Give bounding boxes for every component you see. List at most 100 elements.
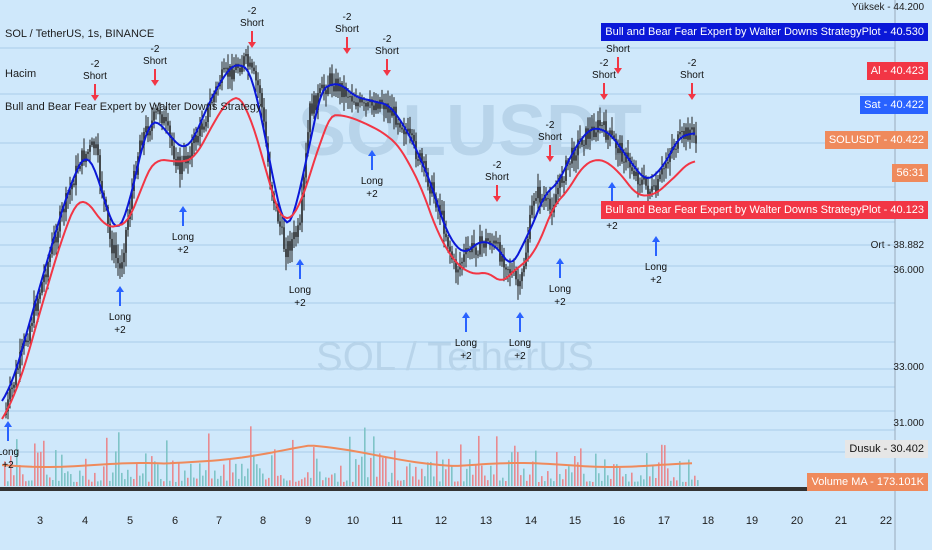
candle-body bbox=[397, 123, 399, 125]
candle-body bbox=[123, 252, 125, 263]
long-signal-qty: +2 bbox=[2, 460, 14, 471]
candle-body bbox=[179, 156, 181, 175]
candle-body bbox=[475, 247, 477, 255]
candle-body bbox=[565, 160, 567, 182]
candle-body bbox=[69, 189, 71, 195]
volume-bar bbox=[127, 469, 129, 486]
candle-body bbox=[621, 142, 623, 162]
candle-body bbox=[153, 111, 155, 121]
volume-bar bbox=[220, 475, 222, 486]
candle-body bbox=[47, 261, 49, 278]
volume-bar bbox=[556, 452, 558, 486]
long-signal-label: Long bbox=[172, 232, 194, 243]
volume-bar bbox=[265, 479, 267, 486]
candle-body bbox=[229, 66, 231, 77]
short-signal-qty: -2 bbox=[383, 34, 392, 45]
candle-body bbox=[35, 303, 37, 311]
volume-bar bbox=[310, 477, 312, 486]
candle-body bbox=[385, 103, 387, 110]
candle-body bbox=[127, 218, 129, 230]
candle-body bbox=[167, 121, 169, 126]
candle-body bbox=[445, 233, 447, 238]
volume-bar bbox=[358, 464, 360, 486]
candle-body bbox=[303, 177, 305, 198]
candle-body bbox=[381, 99, 383, 105]
candle-body bbox=[631, 167, 633, 171]
tag-volume-ma: Volume MA - 173.101K bbox=[807, 473, 928, 491]
short-signal-label: Short bbox=[606, 44, 630, 55]
volume-bar bbox=[643, 479, 645, 486]
volume-bar bbox=[28, 480, 30, 486]
candle-body bbox=[221, 69, 223, 83]
candle-body bbox=[241, 65, 243, 73]
volume-bar bbox=[178, 462, 180, 486]
candle-body bbox=[323, 84, 325, 91]
candle-body bbox=[27, 340, 29, 343]
volume-bar bbox=[109, 480, 111, 486]
volume-bar bbox=[49, 477, 51, 486]
volume-bar bbox=[625, 473, 627, 486]
candle-body bbox=[291, 239, 293, 251]
volume-bar bbox=[613, 464, 615, 486]
volume-bar bbox=[679, 461, 681, 486]
short-arrowhead-icon bbox=[91, 95, 99, 101]
candle-body bbox=[653, 185, 655, 187]
candle-body bbox=[139, 140, 141, 157]
candle-body bbox=[561, 175, 563, 183]
candle-body bbox=[557, 187, 559, 195]
candle-body bbox=[155, 111, 157, 113]
volume-bar bbox=[277, 475, 279, 486]
volume-bar bbox=[538, 481, 540, 486]
long-signal-label: Long bbox=[361, 176, 383, 187]
time-label: 5 bbox=[127, 515, 133, 527]
candle-body bbox=[379, 99, 381, 109]
candle-body bbox=[455, 259, 457, 273]
time-label: 20 bbox=[791, 515, 803, 527]
candle-body bbox=[63, 208, 65, 213]
volume-bar bbox=[397, 480, 399, 486]
candle-body bbox=[317, 93, 319, 110]
volume-bar bbox=[16, 439, 18, 486]
candle-body bbox=[259, 85, 261, 94]
candle-body bbox=[421, 153, 423, 164]
volume-bar bbox=[619, 467, 621, 486]
volume-bar bbox=[628, 481, 630, 486]
candle-body bbox=[107, 207, 109, 224]
candle-body bbox=[559, 175, 561, 188]
candle-body bbox=[57, 231, 59, 243]
volume-legend[interactable]: Hacim bbox=[5, 68, 37, 80]
strategy-legend[interactable]: Bull and Bear Fear Expert by Walter Down… bbox=[5, 101, 262, 113]
candle-body bbox=[503, 255, 505, 268]
candle-body bbox=[529, 214, 531, 239]
volume-bar bbox=[289, 480, 291, 486]
candle-body bbox=[583, 144, 585, 146]
candle-body bbox=[15, 369, 17, 385]
candle-body bbox=[65, 193, 67, 213]
candle-body bbox=[285, 248, 287, 258]
candle-body bbox=[265, 121, 267, 144]
volume-bar bbox=[652, 464, 654, 486]
long-arrowhead-icon bbox=[296, 259, 304, 265]
volume-bar bbox=[322, 480, 324, 486]
y-label-31: 31.000 bbox=[893, 418, 924, 429]
candle-body bbox=[591, 126, 593, 130]
volume-bar bbox=[295, 481, 297, 486]
volume-bar bbox=[40, 451, 42, 486]
candle-body bbox=[17, 368, 19, 370]
candle-body bbox=[269, 161, 271, 186]
y-label-avg: Ort - 38.882 bbox=[870, 240, 924, 251]
volume-bar bbox=[502, 477, 504, 486]
time-label: 7 bbox=[216, 515, 222, 527]
volume-bar bbox=[160, 478, 162, 486]
time-label: 14 bbox=[525, 515, 537, 527]
volume-bar bbox=[217, 478, 219, 486]
volume-bar bbox=[442, 459, 444, 486]
candle-body bbox=[87, 151, 89, 154]
symbol-legend[interactable]: SOL / TetherUS, 1s, BINANCE bbox=[5, 28, 155, 40]
candle-body bbox=[597, 120, 599, 133]
candle-body bbox=[145, 126, 147, 133]
volume-bar bbox=[292, 439, 294, 486]
volume-bar bbox=[118, 432, 120, 486]
volume-bar bbox=[574, 456, 576, 486]
